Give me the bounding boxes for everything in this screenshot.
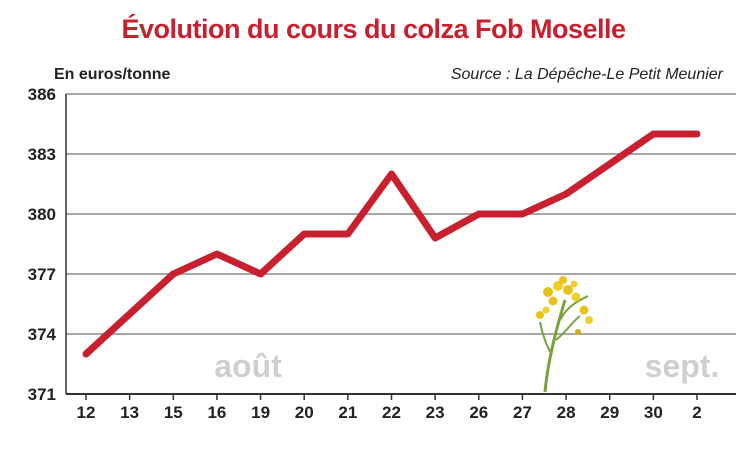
x-tick-label: 13 (120, 403, 139, 422)
x-tick-label: 20 (295, 403, 314, 422)
y-axis-ticks: 371 374 377 380 383 386 (28, 85, 57, 404)
data-point (521, 213, 523, 215)
data-point (216, 253, 218, 255)
x-tick-label: 29 (600, 403, 619, 422)
rapeseed-flower-illustration (536, 276, 593, 393)
gridlines (65, 93, 736, 395)
x-tick-label: 26 (469, 403, 488, 422)
x-tick-label: 22 (382, 403, 401, 422)
data-point (129, 313, 131, 315)
chart-title: Évolution du cours du colza Fob Moselle (121, 14, 626, 44)
y-tick-label: 380 (28, 205, 56, 224)
x-tick-label: 15 (164, 403, 183, 422)
data-point (609, 163, 611, 165)
x-tick-label: 30 (644, 403, 663, 422)
data-point (303, 233, 305, 235)
source-label: Source : La Dépêche-Le Petit Meunier (450, 66, 723, 83)
data-point (391, 173, 392, 175)
data-point (85, 353, 87, 355)
y-tick-label: 374 (28, 325, 57, 344)
y-tick-label: 371 (28, 385, 56, 404)
y-tick-label: 383 (28, 145, 56, 164)
data-point (696, 133, 698, 135)
x-tick-label: 27 (513, 403, 532, 422)
data-point (652, 133, 654, 135)
data-point (434, 237, 436, 239)
data-point (260, 273, 262, 275)
month-label-aout: août (214, 348, 282, 384)
data-point (565, 193, 567, 195)
y-tick-label: 377 (28, 265, 56, 284)
x-tick-label: 2 (692, 403, 701, 422)
y-tick-label: 386 (28, 85, 56, 104)
x-tick-label: 23 (426, 403, 445, 422)
x-tick-label: 28 (557, 403, 576, 422)
x-tick-label: 12 (77, 403, 96, 422)
data-point (347, 233, 349, 235)
x-tick-label: 19 (251, 403, 270, 422)
x-tick-label: 21 (338, 403, 357, 422)
x-tick-label: 16 (207, 403, 226, 422)
data-point (172, 273, 174, 275)
series-line (82, 130, 701, 358)
month-label-sept: sept. (645, 348, 720, 384)
unit-label: En euros/tonne (54, 66, 171, 83)
data-point (478, 213, 480, 215)
x-axis-ticks: 12 13 15 16 19 20 21 22 23 26 27 28 29 30 2 (77, 394, 702, 422)
